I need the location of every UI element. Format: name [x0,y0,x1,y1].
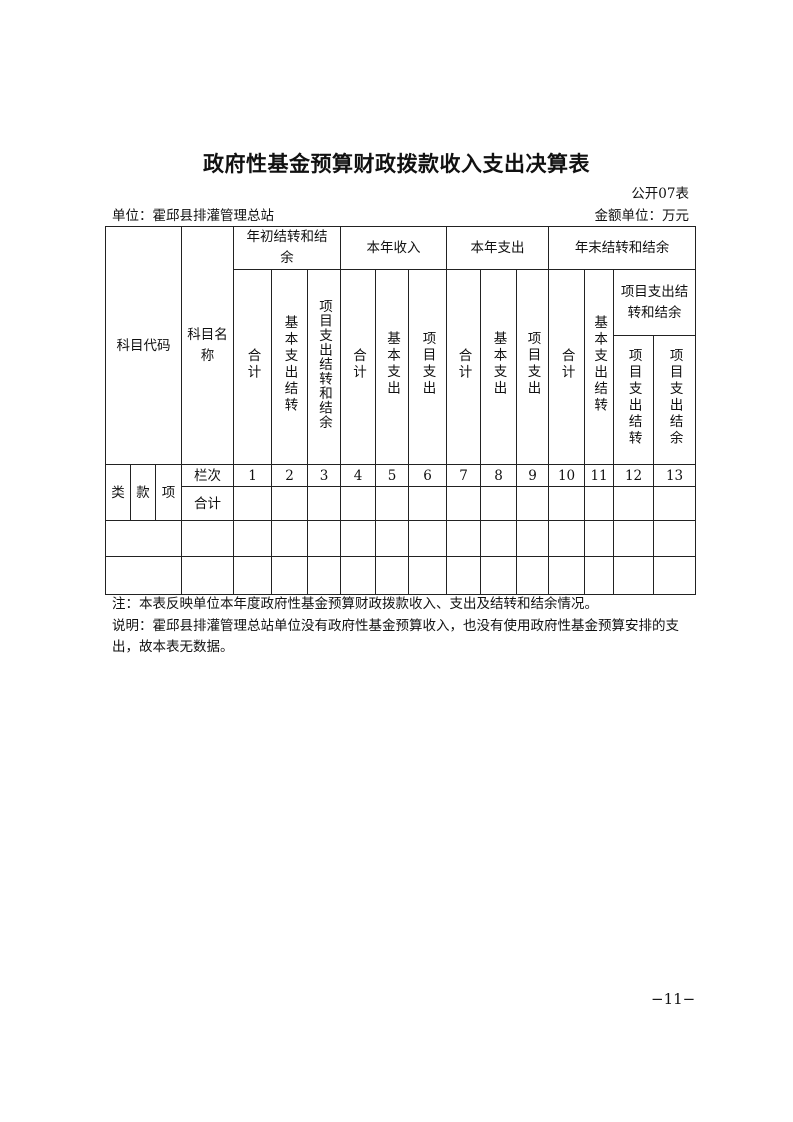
column-header: 基本支出结转 [271,269,309,465]
unit-label: 单位：霍邱县排灌管理总站 [112,208,274,224]
table-row [104,520,697,557]
group-header: 年末结转和结余 [548,226,697,270]
code-part: 款 [130,464,156,521]
column-number: 3 [307,464,342,487]
column-number: 11 [584,464,615,487]
column-number: 7 [446,464,482,487]
column-header: 合计 [340,269,377,465]
page-number: −11− [651,990,696,1008]
total-label: 合计 [181,486,235,521]
group-header: 本年收入 [340,226,448,270]
column-number: 9 [516,464,550,487]
column-header: 项目支出 [516,269,550,465]
notes: 注：本表反映单位本年度政府性基金预算财政拨款收入、支出及结转和结余情况。 说明：… [112,594,702,659]
column-number: 6 [408,464,448,487]
column-header: 项目支出 [408,269,448,465]
column-header: 合计 [548,269,586,465]
column-number: 13 [653,464,697,487]
column-number: 4 [340,464,377,487]
column-header: 基本支出 [375,269,410,465]
note-text: 注：本表反映单位本年度政府性基金预算财政拨款收入、支出及结转和结余情况。 [112,596,598,612]
form-code: 公开07表 [631,186,689,202]
amount-unit: 金额单位：万元 [594,208,690,224]
code-part: 项 [154,464,183,521]
table-row [104,556,697,595]
column-header: 项目支出结转和结余 [613,269,697,336]
column-header: 合计 [233,269,273,465]
page-title: 政府性基金预算财政拨款收入支出决算表 [203,152,590,176]
column-number: 2 [271,464,309,487]
column-header: 项目支出结转和结余 [307,269,342,465]
column-number: 1 [233,464,273,487]
subject-name-header: 科目名称 [181,226,235,465]
group-header: 年初结转和结余 [233,226,342,270]
column-header: 合计 [446,269,482,465]
column-number: 10 [548,464,586,487]
column-header: 项目支出结转 [613,335,655,465]
column-header: 基本支出 [480,269,518,465]
column-number: 12 [613,464,655,487]
total-row: 合计 [106,486,697,521]
budget-table: 科目代码 科目名称 年初结转和结余 本年收入 本年支出 年末结转和结余 合计 基… [104,226,697,595]
column-number: 5 [375,464,410,487]
column-number: 8 [480,464,518,487]
code-part: 类 [105,464,131,521]
group-header: 本年支出 [446,226,550,270]
row-index-label: 栏次 [181,464,235,487]
column-header: 基本支出结转 [584,269,615,465]
explanation-text: 说明：霍邱县排灌管理总站单位没有政府性基金预算收入，也没有使用政府性基金预算安排… [112,617,679,656]
column-header: 项目支出结余 [653,335,697,465]
subject-code-header: 科目代码 [104,226,183,465]
